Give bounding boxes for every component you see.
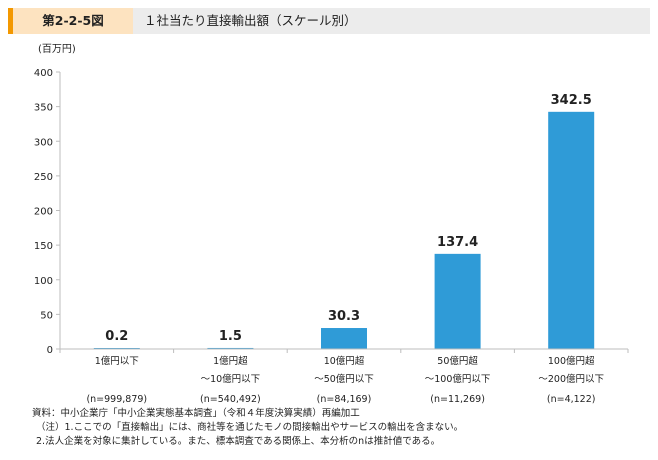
x-category-label: (n=84,169) [317, 394, 372, 405]
note-2: 2.法人企業を対象に集計している。また、標本調査である関係上、本分析のnは推計値… [36, 436, 441, 447]
x-category-label: ～100億円以下 [425, 373, 491, 385]
y-tick-label: 100 [34, 276, 53, 287]
bar [321, 328, 367, 349]
y-tick-label: 250 [34, 172, 53, 183]
y-tick-label: 400 [34, 68, 53, 79]
figure-title: １社当たり直接輸出額（スケール別） [144, 13, 357, 28]
bar-value-label: 0.2 [105, 329, 128, 344]
y-tick-label: 0 [47, 345, 53, 356]
x-category-label: (n=540,492) [200, 394, 261, 405]
header-accent [8, 8, 13, 34]
x-category-label: 100億円超 [548, 355, 595, 367]
x-category-label: 1億円超 [213, 355, 248, 367]
footnotes: 資料：中小企業庁「中小企業実態基本調査」（令和４年度決算実績）再編加工 （注）1… [32, 407, 463, 449]
x-category-label: ～10億円以下 [201, 373, 261, 385]
bar-value-label: 1.5 [219, 329, 242, 344]
x-category-label: ～50億円以下 [314, 373, 374, 385]
y-tick-label: 350 [34, 103, 53, 114]
y-tick-label: 200 [34, 207, 53, 218]
y-tick-label: 150 [34, 241, 53, 252]
note-1: （注）1.ここでの「直接輸出」には、商社等を通じたモノの間接輸出やサービスの輸出… [36, 422, 464, 433]
y-axis-unit-label: (百万円) [38, 43, 76, 55]
bar-chart: (百万円) 0 50 100 150 200 250 300 350 400 0.2 1.5 30.… [34, 43, 629, 405]
y-tick-label: 50 [40, 310, 53, 321]
x-category-label: (n=999,879) [86, 394, 147, 405]
bar-value-label: 137.4 [437, 235, 478, 250]
x-category-label: (n=4,122) [547, 394, 596, 405]
figure-number: 第2-2-5図 [13, 8, 133, 34]
x-category-label: (n=11,269) [430, 394, 485, 405]
source-note: 資料：中小企業庁「中小企業実態基本調査」（令和４年度決算実績）再編加工 [32, 408, 360, 419]
x-category-label: 1億円以下 [95, 355, 139, 367]
x-category-label: 50億円超 [437, 355, 478, 367]
y-tick-label: 300 [34, 137, 53, 148]
bar [434, 253, 481, 349]
y-axis: 0 50 100 150 200 250 300 350 400 [34, 68, 61, 356]
bar-value-label: 30.3 [328, 309, 360, 324]
figure-header: 第2-2-5図 １社当たり直接輸出額（スケール別） [8, 8, 650, 34]
bar-value-label: 342.5 [551, 93, 592, 108]
x-axis: 1億円以下 (n=999,879) 1億円超 ～10億円以下 (n=540,492) 10… [59, 348, 629, 405]
x-category-label: 10億円超 [324, 355, 365, 367]
bar-series: 0.2 1.5 30.3 137.4 342.5 [93, 93, 595, 349]
bar [548, 111, 595, 349]
bar [207, 347, 254, 349]
x-category-label: ～200億円以下 [538, 373, 604, 385]
